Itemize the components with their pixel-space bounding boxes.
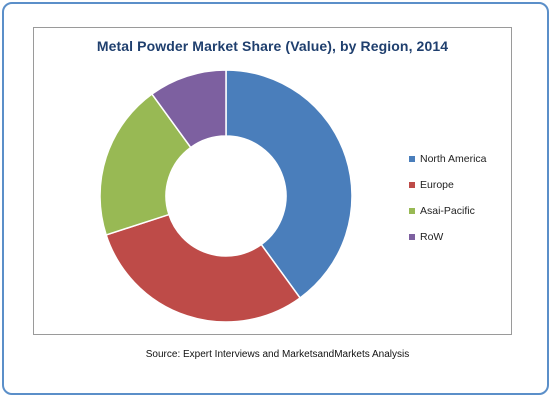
donut-slice-asai-pacific xyxy=(99,93,192,236)
legend-swatch xyxy=(409,207,415,214)
legend-item-asai-pacific: Asai-Pacific xyxy=(409,204,487,217)
donut-chart xyxy=(99,69,353,323)
legend-label: Asai-Pacific xyxy=(420,204,475,217)
chart-title: Metal Powder Market Share (Value), by Re… xyxy=(96,38,449,54)
donut-slice-row xyxy=(150,69,227,149)
legend-label: RoW xyxy=(420,230,444,243)
legend-swatch xyxy=(409,181,415,188)
legend-item-north-america: North America xyxy=(409,152,487,165)
source-note: Source: Expert Interviews and Marketsand… xyxy=(145,349,410,360)
chart-legend: North America Europe Asai-Pacific RoW xyxy=(409,152,487,256)
chart-area: Metal Powder Market Share (Value), by Re… xyxy=(33,27,512,335)
donut-slice-north-america xyxy=(225,69,353,299)
legend-label: Europe xyxy=(420,178,454,191)
legend-item-europe: Europe xyxy=(409,178,487,191)
legend-swatch xyxy=(409,155,415,162)
donut-slice-europe xyxy=(105,213,302,323)
legend-label: North America xyxy=(420,152,487,165)
legend-swatch xyxy=(409,233,415,240)
legend-item-row: RoW xyxy=(409,230,487,243)
